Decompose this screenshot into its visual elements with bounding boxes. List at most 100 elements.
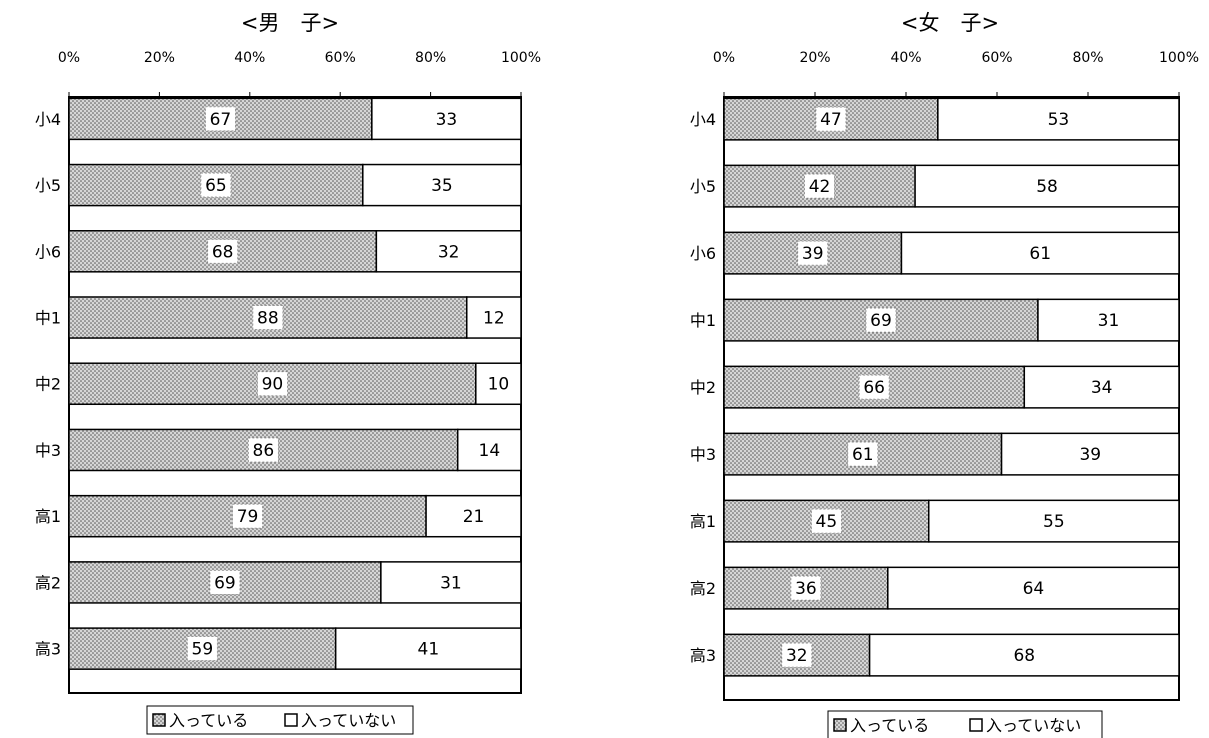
data-label-box — [804, 173, 835, 199]
data-label: 14 — [479, 441, 501, 461]
bar-segment-not-in — [900, 231, 1180, 275]
data-label-box — [858, 374, 890, 400]
bar-row: 小6 68 32 — [35, 230, 522, 273]
bar-segment-not-in — [475, 362, 522, 406]
data-label: 68 — [212, 242, 234, 262]
bar-segment-not-in — [362, 163, 522, 207]
legend-box — [146, 705, 414, 735]
data-label-box — [815, 106, 847, 132]
bar-segment-not-in — [937, 97, 1180, 141]
data-label: 32 — [438, 242, 460, 262]
category-label: 高1 — [35, 507, 61, 526]
x-tick-label: 100% — [1159, 50, 1199, 66]
data-label: 31 — [1098, 311, 1120, 331]
data-label-box — [232, 503, 263, 529]
bar-segment-not-in — [1000, 432, 1180, 476]
bar-row: 小5 65 35 — [35, 163, 522, 207]
legend-label-not-in: 入っていない — [301, 711, 396, 730]
x-tick-label: 20% — [144, 50, 175, 66]
category-label: 中2 — [35, 375, 61, 394]
bar-row: 高3 59 41 — [35, 627, 522, 670]
data-label-box — [781, 642, 813, 668]
bar-row: 高1 79 21 — [35, 494, 522, 538]
data-label: 90 — [262, 375, 284, 395]
data-label: 45 — [816, 512, 838, 532]
data-label: 69 — [870, 311, 892, 331]
category-label: 中3 — [35, 441, 61, 460]
data-label: 33 — [436, 110, 458, 130]
category-label: 高2 — [35, 573, 61, 592]
x-tick-label: 60% — [325, 50, 356, 66]
data-label: 66 — [863, 378, 885, 398]
data-label-box — [247, 437, 279, 463]
data-label: 10 — [488, 375, 510, 395]
data-label: 64 — [1023, 579, 1045, 599]
legend-box — [827, 710, 1103, 738]
category-label: 中1 — [690, 311, 716, 330]
data-label: 12 — [483, 309, 505, 329]
data-label: 79 — [237, 507, 259, 527]
bar-segment-not-in — [868, 633, 1180, 677]
category-label: 中3 — [690, 445, 716, 464]
x-tick-label: 80% — [1072, 50, 1103, 66]
bar-segment-not-in — [375, 230, 522, 273]
data-label-box — [209, 570, 241, 595]
x-tick-label: 0% — [58, 50, 80, 66]
bar-segment-not-in — [456, 428, 522, 472]
data-label-box — [207, 238, 239, 264]
bar-segment-not-in — [380, 561, 522, 604]
legend-swatch-in — [833, 718, 847, 732]
bar-row: 中2 90 10 — [35, 362, 522, 406]
bar-row: 高3 32 68 — [690, 633, 1180, 677]
data-label-box — [186, 636, 218, 662]
data-label-box — [810, 508, 842, 534]
chart-title: <男 子> — [241, 11, 339, 35]
bar-row: 中3 86 14 — [35, 428, 522, 472]
data-label: 35 — [431, 176, 453, 196]
data-label-box — [797, 240, 829, 266]
data-label: 32 — [786, 646, 808, 666]
bar-row: 高1 45 55 — [690, 499, 1180, 543]
data-label: 47 — [820, 110, 842, 130]
data-label-box — [252, 305, 284, 330]
legend-label-not-in: 入っていない — [986, 716, 1081, 735]
data-label-box — [865, 307, 897, 333]
bar-row: 中3 61 39 — [690, 432, 1180, 476]
legend-label-in: 入っている — [169, 711, 248, 730]
data-label: 31 — [440, 573, 462, 593]
legend: 入っている 入っていない — [827, 710, 1103, 738]
x-tick-label: 20% — [799, 50, 830, 66]
category-label: 小6 — [35, 242, 61, 261]
category-label: 高1 — [690, 512, 716, 531]
x-tick-label: 60% — [981, 50, 1012, 66]
bar-segment-not-in — [425, 494, 522, 538]
data-label: 67 — [210, 110, 232, 130]
bar-segment-not-in — [1023, 365, 1180, 409]
data-label: 34 — [1091, 378, 1113, 398]
data-label: 42 — [809, 177, 831, 197]
data-label: 61 — [852, 445, 874, 465]
category-label: 小4 — [35, 110, 61, 129]
data-label: 41 — [418, 640, 440, 660]
category-label: 小4 — [690, 110, 716, 129]
bar-segment-not-in — [928, 499, 1180, 543]
bar-row: 中2 66 34 — [690, 365, 1180, 409]
x-tick-label: 100% — [501, 50, 541, 66]
legend: 入っている 入っていない — [146, 705, 414, 735]
chart-boys: <男 子> 0% 20% 40% 60% 80% 100% 小4 67 33 小5 65 35 小6 68 3… — [35, 11, 541, 735]
bar-row: 小4 47 53 — [690, 97, 1180, 141]
bar-row: 中1 88 12 — [35, 296, 522, 339]
data-label: 53 — [1048, 110, 1070, 130]
data-label-box — [200, 172, 232, 198]
data-label: 36 — [795, 579, 817, 599]
data-label: 61 — [1029, 244, 1051, 264]
data-label-box — [790, 575, 822, 601]
category-label: 小6 — [690, 244, 716, 263]
bar-segment-not-in — [1037, 298, 1180, 342]
legend-swatch-not-in — [284, 713, 298, 727]
category-label: 高3 — [690, 646, 716, 665]
legend-swatch-in — [152, 713, 166, 727]
data-label: 39 — [1079, 445, 1101, 465]
data-label: 21 — [463, 507, 485, 527]
